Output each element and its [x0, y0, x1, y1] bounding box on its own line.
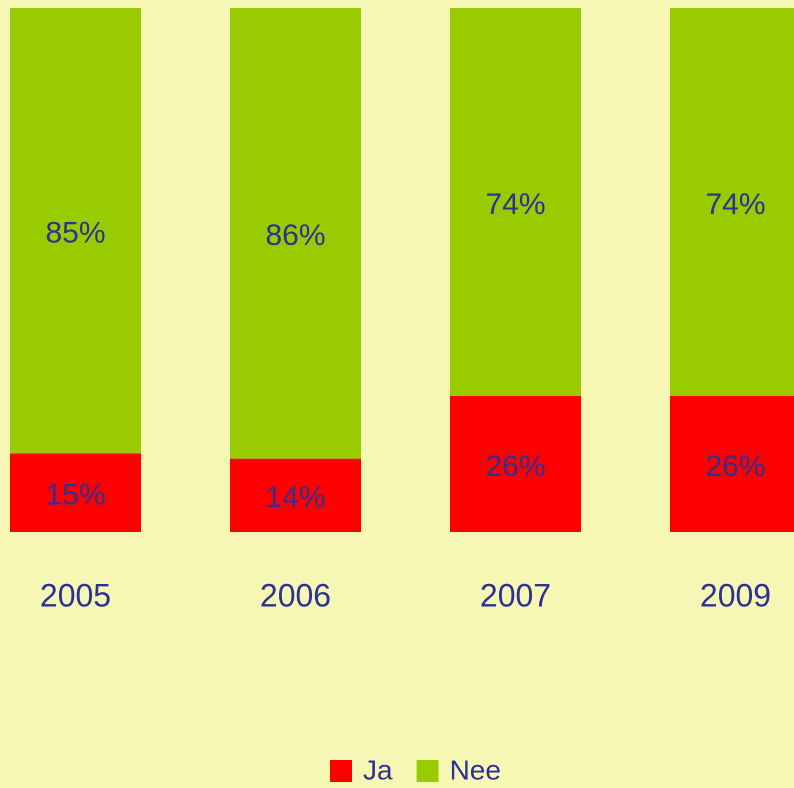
bar-segment — [670, 395, 794, 532]
data-label: 26% — [705, 450, 765, 483]
data-label: 14% — [265, 481, 325, 514]
data-label: 26% — [485, 450, 545, 483]
bar-segment — [670, 8, 794, 396]
data-label: 86% — [265, 219, 325, 252]
x-tick-label: 2006 — [260, 577, 331, 613]
data-label: 15% — [45, 479, 105, 512]
bar-segment — [230, 8, 361, 459]
legend-swatch — [330, 760, 352, 782]
data-label: 74% — [485, 188, 545, 221]
data-label: 85% — [45, 217, 105, 250]
x-tick-label: 2007 — [480, 577, 551, 613]
bar-segment — [10, 453, 141, 532]
legend-swatch — [416, 760, 439, 782]
x-tick-label: 2005 — [40, 577, 111, 613]
bar-segment — [10, 8, 141, 454]
bar-segment — [230, 458, 361, 532]
legend-label: Ja — [363, 754, 393, 785]
legend-label: Nee — [450, 754, 501, 785]
bar-segment — [450, 395, 581, 532]
bar-segment — [450, 8, 581, 396]
data-label: 74% — [705, 188, 765, 221]
x-tick-label: 2009 — [700, 577, 771, 613]
